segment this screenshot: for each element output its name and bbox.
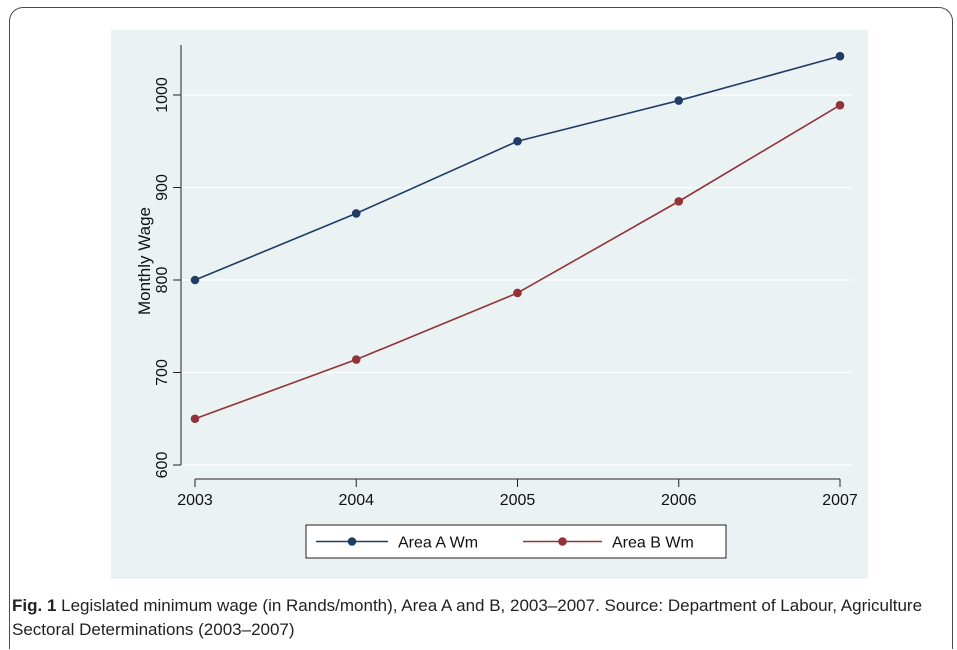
- x-tick-label: 2004: [338, 492, 374, 509]
- x-tick-label: 2003: [177, 492, 213, 509]
- series-line: [194, 55, 841, 281]
- y-tick-label: 900: [154, 174, 171, 201]
- data-point: [513, 136, 522, 146]
- line-chart: Monthly Wage 600 700 800 900 1000 2003 2004 200…: [135, 45, 858, 559]
- figure-caption: Fig. 1 Legislated minimum wage (in Rands…: [12, 594, 932, 642]
- data-point: [835, 100, 845, 110]
- legend-marker: [347, 537, 357, 546]
- legend-marker: [558, 537, 567, 546]
- data-point: [351, 209, 361, 218]
- x-tick-label: 2007: [822, 492, 858, 509]
- x-tick-label: 2006: [661, 492, 697, 509]
- data-point: [190, 414, 200, 424]
- data-point: [513, 288, 522, 298]
- y-tick-label: 700: [154, 359, 171, 386]
- legend-label: Area B Wm: [612, 535, 694, 552]
- figure-frame: [9, 7, 953, 649]
- data-point: [190, 275, 200, 285]
- y-tick-label: 800: [154, 267, 171, 294]
- data-point: [835, 51, 845, 61]
- legend-label: Area A Wm: [398, 535, 478, 552]
- data-point: [674, 197, 684, 206]
- y-tick-label: 600: [154, 452, 171, 479]
- data-point: [674, 96, 684, 105]
- data-point: [351, 355, 361, 364]
- caption-label: Fig. 1: [12, 596, 57, 615]
- caption-text: Legislated minimum wage (in Rands/month)…: [12, 596, 923, 639]
- series-line: [194, 104, 841, 420]
- x-tick-label: 2005: [500, 492, 536, 509]
- y-tick-label: 1000: [154, 77, 171, 113]
- y-axis-label: Monthly Wage: [135, 207, 154, 315]
